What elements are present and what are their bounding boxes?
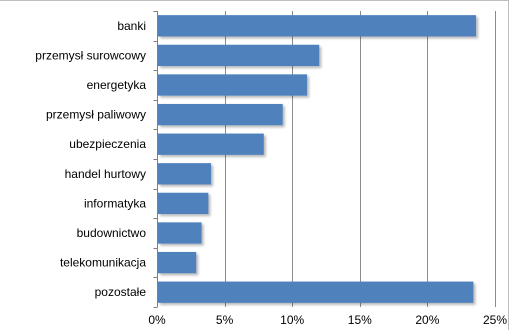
bar-6	[158, 192, 209, 215]
bar-5	[158, 163, 212, 185]
x-tick-labels: 0% 5% 10% 15% 20% 25%	[148, 313, 507, 327]
x-tick-label-5: 25%	[483, 313, 507, 327]
category-label-0: banki	[117, 19, 146, 33]
y-axis	[153, 11, 158, 308]
category-label-8: telekomunikacja	[60, 256, 146, 270]
x-tick-label-4: 20%	[415, 313, 439, 327]
bar-9	[158, 281, 474, 303]
x-tick-label-1: 5%	[216, 313, 234, 327]
category-label-4: ubezpieczenia	[69, 137, 146, 151]
bars	[158, 15, 477, 303]
bar-4	[158, 133, 264, 155]
x-tick-label-0: 0%	[148, 313, 166, 327]
bar-2	[158, 74, 308, 96]
bar-8	[158, 251, 197, 274]
category-labels: banki przemysł surowcowy energetyka przemys…	[35, 19, 146, 299]
category-label-9: pozostałe	[95, 285, 147, 299]
category-label-2: energetyka	[87, 78, 147, 92]
x-tick-label-2: 10%	[280, 313, 304, 327]
category-label-3: przemysł paliwowy	[46, 108, 146, 122]
x-tick-label-3: 15%	[348, 313, 372, 327]
bar-1	[158, 44, 320, 67]
category-label-1: przemysł surowcowy	[35, 48, 146, 62]
category-label-6: informatyka	[84, 196, 146, 210]
category-label-5: handel hurtowy	[65, 167, 146, 181]
category-label-7: budownictwo	[77, 226, 147, 240]
bar-7	[158, 222, 202, 244]
bar-3	[158, 103, 283, 126]
bar-0	[158, 15, 477, 37]
